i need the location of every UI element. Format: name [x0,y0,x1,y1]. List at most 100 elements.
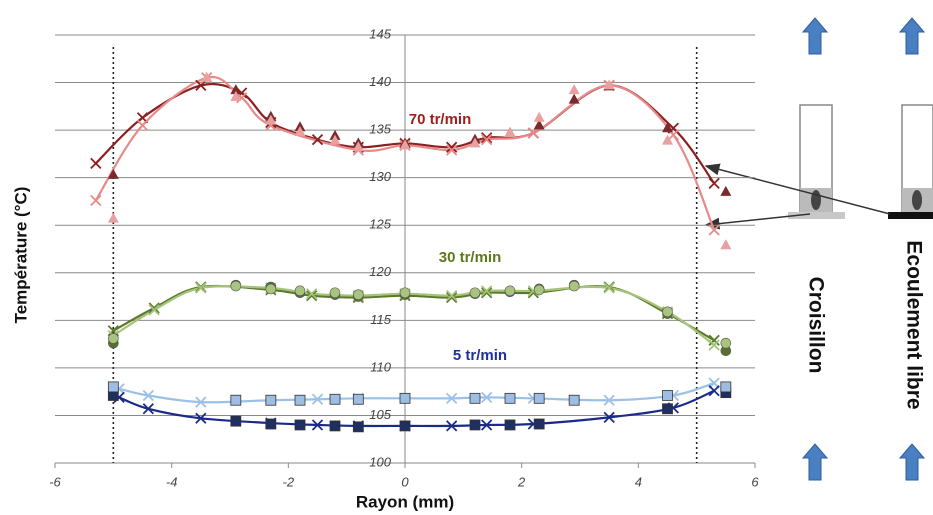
x-marker [481,132,493,144]
x-tick-label: 0 [401,474,409,489]
x-marker [142,389,154,402]
x-marker [195,282,207,294]
x-marker [306,289,318,302]
schematics [704,17,933,481]
square-marker [329,420,341,432]
x-marker [90,194,102,207]
circle-marker [568,280,580,292]
circle-marker [294,285,306,297]
square-marker [294,394,306,406]
square-marker [504,419,516,431]
triangle-marker [107,168,119,179]
x-axis-title: Rayon (mm) [356,492,454,511]
x-marker [446,392,458,404]
free-flow-bar [888,212,933,219]
circle-marker [504,285,516,297]
circle-marker [108,333,119,344]
y-tick-label: 140 [369,74,391,89]
y-tick-label: 135 [369,122,391,137]
square-marker [504,392,516,404]
circle-marker [399,287,411,299]
x-marker [311,419,324,431]
x-tick-label: 2 [517,474,526,489]
triangle-marker [265,114,277,125]
circle-marker [469,287,481,299]
x-marker [195,79,207,92]
triangle-marker [603,79,615,90]
x-marker [446,420,458,432]
y-tick-label: 130 [369,169,391,184]
x-marker [148,304,160,316]
triangle-marker [662,122,673,133]
triangle-marker [399,139,411,150]
y-tick-label: 115 [370,312,391,327]
square-marker [720,381,732,393]
triangle-marker [533,119,545,130]
circle-marker [533,284,545,296]
x-marker [603,411,615,423]
flow-arrow [899,443,925,481]
annotation: 30 tr/min [439,249,502,266]
circle-marker [720,337,732,349]
x-marker [311,393,324,405]
croisillon-bar [788,212,845,219]
flow-arrow [802,17,828,55]
square-marker [230,415,242,427]
square-marker [294,419,306,431]
triangle-marker [469,137,481,148]
square-marker [662,390,673,401]
square-marker [399,420,411,432]
y-tick-label: 110 [370,359,391,374]
triangle-marker [230,90,242,101]
series-line [112,285,715,346]
circle-marker [230,280,242,292]
triangle-marker [568,84,580,95]
x-marker [708,339,720,351]
x-marker [90,157,102,170]
x-marker [195,412,207,424]
x-marker [195,396,207,408]
triangle-marker [533,111,545,122]
x-marker [708,334,720,346]
x-marker [481,287,493,299]
x-marker [136,119,149,131]
circle-marker [662,306,673,318]
triangle-marker [504,126,516,137]
triangle-marker [720,185,732,196]
x-tick-label: 4 [635,474,642,489]
x-tick-label: 6 [751,474,759,489]
x-marker [446,289,458,302]
square-marker [230,394,242,406]
x-marker [708,177,720,190]
triangle-marker [568,93,580,104]
square-marker [107,381,119,393]
flow-arrow [802,443,828,481]
x-marker [446,291,458,304]
triangle-marker [720,239,732,250]
square-marker [533,418,545,430]
y-tick-label: 120 [369,264,391,279]
probe [912,190,922,210]
triangle-marker [662,134,673,145]
circle-marker [265,283,277,295]
side-label: Croisillon [804,277,827,374]
square-marker [469,392,481,404]
series-line [118,389,715,428]
x-marker [306,288,318,300]
square-marker [265,418,277,430]
x-marker [481,419,493,431]
circle-marker [329,287,341,299]
square-marker [533,392,545,404]
square-marker [662,403,673,415]
square-marker [352,393,364,405]
y-tick-label: 125 [369,217,391,232]
probe [811,190,821,210]
x-marker [446,144,458,156]
triangle-marker [329,134,341,145]
x-marker [142,403,154,415]
y-tick-label: 145 [369,26,391,41]
annotation: 5 tr/min [453,347,507,364]
pointer-arrow [704,163,891,215]
x-marker [481,285,493,297]
